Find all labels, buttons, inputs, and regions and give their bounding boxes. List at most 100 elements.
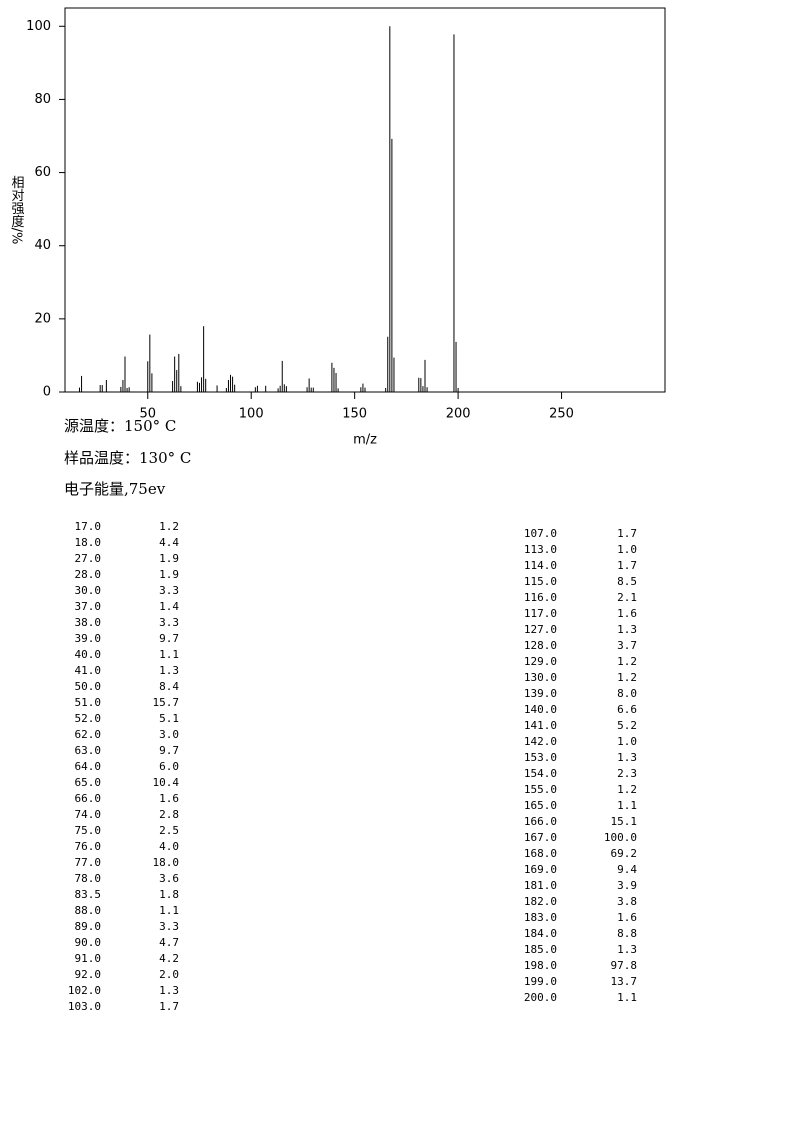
table-intensity: 1.1 xyxy=(617,991,637,1004)
table-mz: 63.0 xyxy=(75,744,102,757)
table-intensity: 3.7 xyxy=(617,639,637,652)
table-intensity: 1.7 xyxy=(617,559,637,572)
table-intensity: 2.1 xyxy=(617,591,637,604)
table-mz: 77.0 xyxy=(75,856,102,869)
table-intensity: 1.3 xyxy=(617,623,637,636)
table-intensity: 8.8 xyxy=(617,927,637,940)
table-mz: 40.0 xyxy=(75,648,102,661)
x-axis-label: m/z xyxy=(353,433,377,448)
table-intensity: 1.2 xyxy=(617,783,637,796)
table-mz: 181.0 xyxy=(524,879,557,892)
table-mz: 155.0 xyxy=(524,783,557,796)
table-mz: 127.0 xyxy=(524,623,557,636)
table-mz: 30.0 xyxy=(75,584,102,597)
table-intensity: 100.0 xyxy=(604,831,637,844)
table-mz: 75.0 xyxy=(75,824,102,837)
note: 电子能量,75ev xyxy=(64,480,166,498)
table-mz: 37.0 xyxy=(75,600,102,613)
table-mz: 76.0 xyxy=(75,840,102,853)
table-intensity: 1.3 xyxy=(159,664,179,677)
table-intensity: 8.0 xyxy=(617,687,637,700)
table-intensity: 9.4 xyxy=(617,863,637,876)
table-intensity: 8.5 xyxy=(617,575,637,588)
note: 源温度：150° C xyxy=(64,417,176,435)
table-intensity: 10.4 xyxy=(153,776,180,789)
table-mz: 115.0 xyxy=(524,575,557,588)
table-intensity: 2.8 xyxy=(159,808,179,821)
table-intensity: 3.8 xyxy=(617,895,637,908)
x-tick-label: 50 xyxy=(139,407,156,422)
table-mz: 78.0 xyxy=(75,872,102,885)
table-intensity: 1.7 xyxy=(159,1000,179,1013)
table-mz: 52.0 xyxy=(75,712,102,725)
table-intensity: 1.3 xyxy=(617,751,637,764)
table-mz: 154.0 xyxy=(524,767,557,780)
table-intensity: 15.7 xyxy=(153,696,180,709)
table-mz: 92.0 xyxy=(75,968,102,981)
table-intensity: 3.3 xyxy=(159,584,179,597)
table-mz: 91.0 xyxy=(75,952,102,965)
table-mz: 142.0 xyxy=(524,735,557,748)
note: 样品温度：130° C xyxy=(64,449,191,467)
table-mz: 66.0 xyxy=(75,792,102,805)
table-mz: 17.0 xyxy=(75,520,102,533)
table-intensity: 69.2 xyxy=(611,847,638,860)
table-mz: 116.0 xyxy=(524,591,557,604)
table-intensity: 1.1 xyxy=(617,799,637,812)
table-mz: 38.0 xyxy=(75,616,102,629)
table-intensity: 2.5 xyxy=(159,824,179,837)
table-intensity: 3.3 xyxy=(159,616,179,629)
table-mz: 182.0 xyxy=(524,895,557,908)
table-intensity: 1.1 xyxy=(159,904,179,917)
table-mz: 64.0 xyxy=(75,760,102,773)
table-intensity: 1.6 xyxy=(159,792,179,805)
table-intensity: 1.8 xyxy=(159,888,179,901)
table-mz: 88.0 xyxy=(75,904,102,917)
table-intensity: 1.6 xyxy=(617,911,637,924)
table-mz: 107.0 xyxy=(524,527,557,540)
table-intensity: 1.0 xyxy=(617,735,637,748)
y-tick-label: 80 xyxy=(34,92,51,107)
table-mz: 41.0 xyxy=(75,664,102,677)
table-intensity: 4.0 xyxy=(159,840,179,853)
table-mz: 141.0 xyxy=(524,719,557,732)
table-mz: 168.0 xyxy=(524,847,557,860)
table-mz: 114.0 xyxy=(524,559,557,572)
table-mz: 51.0 xyxy=(75,696,102,709)
y-tick-label: 0 xyxy=(43,385,51,400)
table-mz: 140.0 xyxy=(524,703,557,716)
table-mz: 169.0 xyxy=(524,863,557,876)
table-mz: 183.0 xyxy=(524,911,557,924)
table-intensity: 1.2 xyxy=(617,671,637,684)
table-mz: 184.0 xyxy=(524,927,557,940)
table-intensity: 3.3 xyxy=(159,920,179,933)
y-tick-label: 100 xyxy=(26,19,51,34)
table-intensity: 6.6 xyxy=(617,703,637,716)
table-intensity: 1.6 xyxy=(617,607,637,620)
table-mz: 74.0 xyxy=(75,808,102,821)
table-intensity: 3.0 xyxy=(159,728,179,741)
table-intensity: 1.0 xyxy=(617,543,637,556)
table-mz: 128.0 xyxy=(524,639,557,652)
table-intensity: 1.2 xyxy=(617,655,637,668)
table-mz: 166.0 xyxy=(524,815,557,828)
table-intensity: 2.3 xyxy=(617,767,637,780)
table-mz: 139.0 xyxy=(524,687,557,700)
table-intensity: 1.2 xyxy=(159,520,179,533)
table-mz: 129.0 xyxy=(524,655,557,668)
table-intensity: 1.3 xyxy=(159,984,179,997)
table-intensity: 3.6 xyxy=(159,872,179,885)
table-intensity: 2.0 xyxy=(159,968,179,981)
table-mz: 103.0 xyxy=(68,1000,101,1013)
table-mz: 130.0 xyxy=(524,671,557,684)
table-mz: 90.0 xyxy=(75,936,102,949)
table-intensity: 1.1 xyxy=(159,648,179,661)
table-intensity: 4.4 xyxy=(159,536,179,549)
table-mz: 89.0 xyxy=(75,920,102,933)
table-mz: 39.0 xyxy=(75,632,102,645)
table-intensity: 1.9 xyxy=(159,552,179,565)
table-intensity: 18.0 xyxy=(153,856,180,869)
table-intensity: 5.2 xyxy=(617,719,637,732)
table-intensity: 15.1 xyxy=(611,815,638,828)
